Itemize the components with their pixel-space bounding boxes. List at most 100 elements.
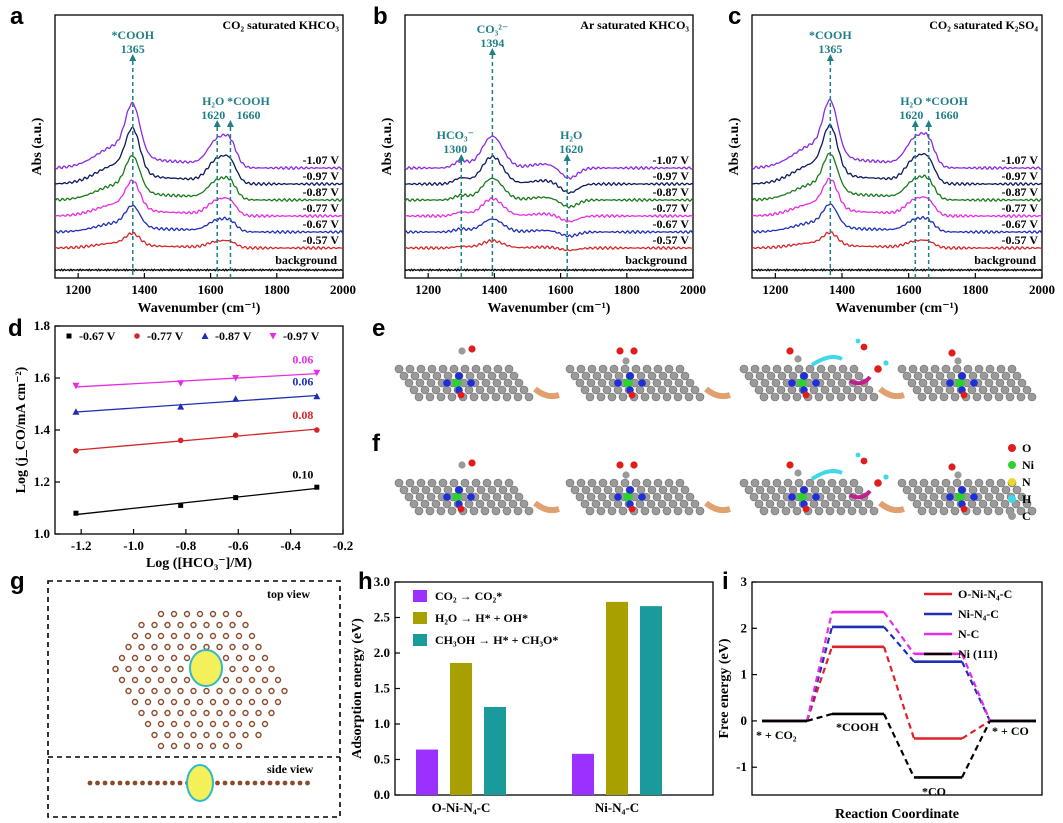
- carbon-atom: [399, 485, 409, 495]
- reaction-arrow: [878, 386, 905, 400]
- carbon-atom: [447, 392, 457, 402]
- carbon-atom: [766, 485, 776, 495]
- lattice-node: [203, 687, 210, 695]
- lattice-node: [216, 621, 223, 629]
- lattice-node: [261, 654, 269, 662]
- nitrogen-atom: [614, 493, 622, 501]
- carbon-atom: [514, 378, 524, 388]
- carbon-atom: [646, 385, 656, 395]
- bar: [572, 753, 594, 795]
- lattice-node: [131, 676, 139, 684]
- carbon-atom: [864, 499, 874, 509]
- carbon-atom: [622, 471, 630, 479]
- carbon-atom: [609, 364, 619, 374]
- carbon-atom: [972, 392, 982, 402]
- lattice-node: [151, 709, 158, 717]
- carbon-atom: [493, 364, 503, 374]
- potential-label: -0.87 V: [1002, 185, 1039, 199]
- carbon-atom: [442, 385, 452, 395]
- charge-density-top: [189, 649, 223, 687]
- lattice-node: [242, 621, 249, 629]
- peak-annotation-value: 1365: [121, 42, 145, 56]
- carbon-atom: [431, 385, 441, 395]
- carbon-atom: [843, 371, 853, 381]
- carbon-atom: [598, 478, 608, 488]
- carbon-atom: [974, 364, 984, 374]
- lattice-node: [222, 654, 230, 662]
- carbon-atom: [941, 478, 951, 488]
- lattice-node: [177, 665, 184, 673]
- carbon-atom: [409, 499, 419, 509]
- carbon-atom: [950, 392, 960, 402]
- lattice-node: [196, 632, 204, 640]
- nitrogen-atom: [638, 379, 646, 387]
- peak-annotation-name: *COOH: [809, 28, 852, 42]
- state-label: * + CO: [992, 724, 1029, 738]
- x-axis-label: Wavenumber (cm⁻¹): [836, 301, 959, 316]
- y-tick-label: 2.5: [374, 610, 391, 625]
- lattice-node: [170, 720, 178, 728]
- carbon-atom: [816, 364, 826, 374]
- oxygen-atom: [616, 461, 624, 469]
- lattice-side-atom: [155, 780, 160, 786]
- carbon-atom: [508, 499, 518, 509]
- fit-line: [75, 428, 317, 451]
- carbon-atom: [772, 364, 782, 374]
- nickel-atom: [797, 378, 807, 388]
- lattice-node: [190, 621, 197, 629]
- carbon-atom: [744, 485, 754, 495]
- data-point: [314, 427, 320, 433]
- carbon-atom: [930, 478, 940, 488]
- lattice-node: [203, 731, 210, 739]
- lattice-node: [274, 676, 282, 684]
- transfer-arrow: [810, 355, 843, 367]
- carbon-atom: [664, 478, 674, 488]
- peak-arrow: [826, 54, 834, 61]
- carbon-atom: [486, 385, 496, 395]
- carbon-atom: [570, 485, 580, 495]
- carbon-atom: [674, 378, 684, 388]
- carbon-atom: [663, 492, 673, 502]
- y-tick-label: 3.0: [374, 574, 390, 589]
- bar: [416, 749, 438, 795]
- plot-i-frame: [751, 581, 1043, 796]
- carbon-atom: [399, 371, 409, 381]
- atom-legend-swatch: [1008, 444, 1016, 452]
- lattice-node: [255, 731, 262, 739]
- carbon-atom: [912, 385, 922, 395]
- oxygen-atom: [630, 461, 638, 469]
- carbon-atom: [680, 485, 690, 495]
- y-axis-label: Log (j_CO/mA cm⁻²): [14, 366, 29, 493]
- carbon-atom: [646, 499, 656, 509]
- lattice-side-atom: [252, 780, 258, 786]
- y-tick-label: 1.8: [34, 318, 51, 333]
- lattice-node: [183, 698, 191, 706]
- reaction-arrow: [533, 386, 560, 400]
- carbon-atom: [929, 492, 939, 502]
- lattice-node: [151, 731, 158, 739]
- carbon-atom: [614, 485, 624, 495]
- charge-density-side: [186, 764, 214, 802]
- carbon-atom: [425, 392, 435, 402]
- carbon-atom: [908, 478, 918, 488]
- carbon-atom: [826, 492, 836, 502]
- peak-annotation-value: 1365: [818, 42, 842, 56]
- carbon-atom: [968, 371, 978, 381]
- lattice-node: [248, 654, 256, 662]
- carbon-atom: [674, 492, 684, 502]
- carbon-atom: [442, 499, 452, 509]
- reaction-arrow: [704, 386, 731, 400]
- x-axis-label: Wavenumber (cm⁻¹): [138, 301, 261, 316]
- lattice-side-atom: [117, 780, 123, 786]
- legend-swatch: [413, 634, 427, 646]
- potential-label: -1.07 V: [303, 153, 340, 167]
- slope-label: 0.10: [292, 467, 313, 481]
- legend-marker: [134, 333, 140, 339]
- carbon-atom: [394, 364, 404, 374]
- lattice-node: [170, 632, 178, 640]
- nitrogen-atom: [443, 493, 451, 501]
- carbon-atom: [978, 385, 988, 395]
- potential-label: -0.87 V: [653, 185, 690, 199]
- spectra-axes-frame: [54, 14, 344, 279]
- carbon-atom: [930, 364, 940, 374]
